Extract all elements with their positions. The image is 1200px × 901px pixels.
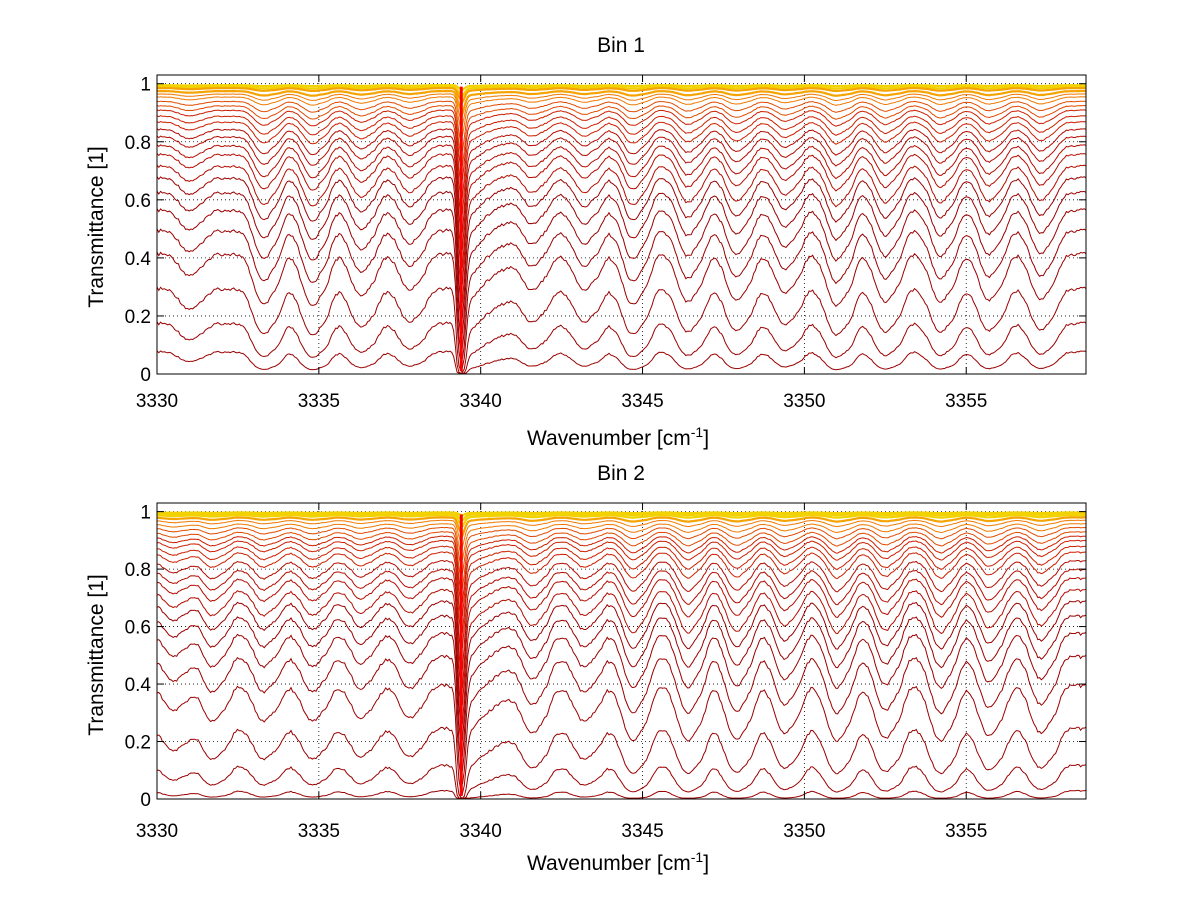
y-tick-label: 0 (140, 790, 151, 811)
spectrum-series (156, 228, 1087, 360)
x-tick-label: 3340 (460, 391, 502, 412)
x-tick-label: 3350 (783, 391, 825, 412)
x-tick-label: 3345 (621, 391, 663, 412)
spectrum-series (156, 115, 1087, 198)
x-axis-label: Wavenumber [cm-1] (527, 849, 709, 875)
x-axis-label-main: Wavenumber [cm (527, 427, 691, 450)
spectrum-series (156, 176, 1087, 319)
x-tick-label: 3330 (136, 391, 178, 412)
spectrum-series (156, 559, 1087, 670)
spectrum-series (156, 164, 1087, 303)
y-tick-label: 0.4 (125, 675, 152, 696)
spectrum-series (156, 789, 1087, 799)
spectrum-series (156, 577, 1087, 706)
y-tick-label: 0 (140, 365, 151, 386)
y-axis-label: Transmittance [1] (85, 574, 108, 735)
spectrum-series (156, 519, 1086, 549)
chart-title: Bin 2 (597, 462, 645, 485)
y-tick-label: 0.8 (125, 133, 151, 154)
x-axis-label-end: ] (703, 427, 709, 450)
y-tick-label: 0.2 (125, 307, 151, 328)
y-tick-label: 0.2 (125, 733, 151, 754)
spectrum-series (156, 135, 1087, 250)
spectrum-series (156, 86, 1086, 104)
x-tick-label: 3355 (945, 391, 987, 412)
spectrum-series (157, 511, 1086, 517)
spectrum-series (156, 539, 1087, 616)
spectrum-series (157, 512, 1087, 522)
x-tick-label: 3335 (298, 391, 340, 412)
chart-panel-bin-2: Bin 2 3330 3335 3340 3345 3350 3355 0 0.2 0.4 0.6… (85, 462, 1087, 875)
spectrum-series (156, 516, 1086, 539)
spectrum-series (156, 531, 1087, 589)
x-tick-label: 3340 (460, 821, 502, 842)
y-tick-label: 1 (140, 503, 151, 524)
spectrum-series (156, 588, 1087, 725)
spectrum-series (156, 89, 1087, 117)
spectrum-series (156, 104, 1087, 166)
x-axis-label-superscript: -1 (691, 424, 704, 440)
spectrum-series (156, 631, 1087, 772)
spectrum-series (156, 144, 1087, 268)
chart-panel-bin-1: Bin 1 3330 3335 3340 3345 3350 3355 0 0.2 0.4 0.6… (85, 34, 1087, 450)
x-tick-label: 3345 (621, 821, 663, 842)
y-tick-label: 0.6 (125, 618, 151, 639)
spectrum-series (156, 614, 1087, 757)
y-tick-label: 1 (140, 75, 151, 96)
y-tick-label: 0.6 (125, 191, 151, 212)
spectrum-series (156, 654, 1087, 785)
spectrum-series (156, 726, 1087, 799)
spectrum-series (157, 84, 1086, 92)
spectrum-series (156, 128, 1087, 233)
spectrum-series (156, 190, 1087, 334)
spectrum-series (156, 600, 1087, 741)
x-tick-label: 3330 (136, 821, 178, 842)
y-axis-label: Transmittance [1] (85, 146, 108, 307)
x-axis-label-main: Wavenumber [cm (527, 852, 691, 875)
spectrum-series (156, 208, 1087, 348)
spectrum-series (156, 152, 1087, 285)
y-tick-label: 0.8 (125, 560, 151, 581)
spectrum-series (157, 513, 1086, 528)
x-tick-label: 3335 (298, 821, 340, 842)
axes-frame (156, 502, 1087, 800)
spectrum-series (156, 551, 1087, 649)
spectrum-series (156, 109, 1087, 180)
spectrum-series (156, 85, 1087, 98)
spectrum-series (157, 523, 1087, 560)
spectrum-series (156, 350, 1087, 374)
plot-area: 3330 3335 3340 3345 3350 3355 0 0.2 0.4 0.6 0.8 1 (125, 74, 1087, 412)
spectrum-series (156, 251, 1087, 369)
spectrum-series (156, 526, 1087, 574)
spectrum-series (156, 568, 1087, 689)
x-axis-label-end: ] (703, 852, 709, 875)
spectrum-series (156, 683, 1087, 795)
spectrum-series (156, 93, 1087, 127)
x-axis-label-superscript: -1 (691, 849, 704, 865)
spectrum-series (156, 535, 1087, 603)
spectrum-series (156, 286, 1087, 374)
plot-area: 3330 3335 3340 3345 3350 3355 0 0.2 0.4 0.6 0.8 1 (125, 502, 1087, 842)
x-tick-label: 3350 (783, 821, 825, 842)
x-tick-label: 3355 (945, 821, 987, 842)
chart-title: Bin 1 (597, 34, 645, 57)
y-tick-label: 0.4 (125, 249, 152, 270)
x-axis-label: Wavenumber [cm-1] (527, 424, 709, 450)
spectrum-series (156, 100, 1087, 152)
spectrum-series (156, 545, 1087, 633)
spectrum-series (156, 96, 1087, 136)
axes-frame (156, 74, 1087, 375)
spectrum-series (156, 321, 1087, 374)
spectrum-series (156, 763, 1087, 799)
spectrum-series (156, 120, 1087, 214)
